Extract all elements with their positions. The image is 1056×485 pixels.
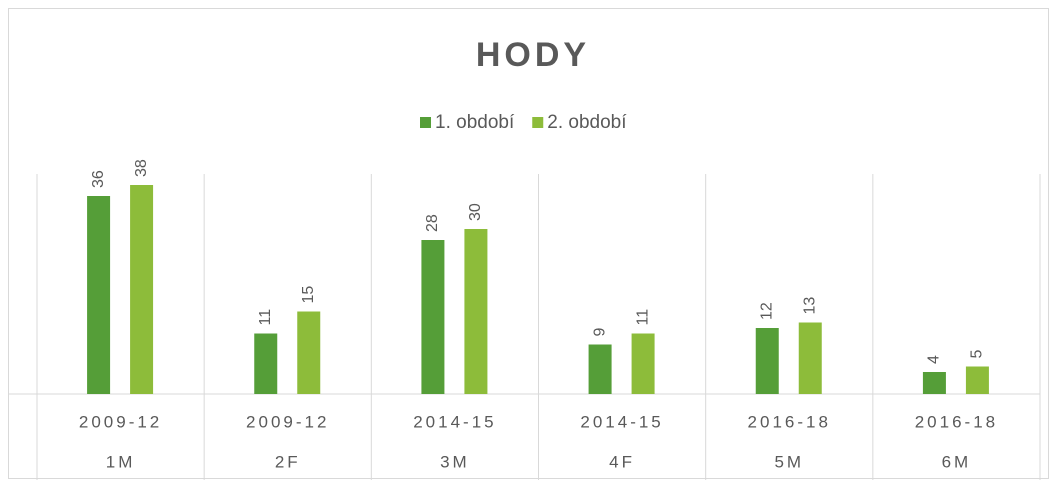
data-label: 38 [133,159,150,177]
bar [464,229,488,394]
data-label: 28 [424,214,441,232]
x-subcategory-label: 4F [609,452,635,471]
x-tick-label: 2014-15 [580,412,663,431]
x-subcategory-label: 6M [942,452,972,471]
legend-label: 2. období [547,112,627,133]
bar [588,344,612,394]
bar [922,372,946,394]
data-label: 11 [257,309,274,326]
bar [631,333,655,394]
data-label: 12 [758,302,775,320]
bar [87,196,111,394]
bar [254,333,278,394]
bar [798,322,822,394]
bar [755,328,779,394]
bar [297,311,321,394]
data-label: 9 [591,328,608,337]
x-subcategory-label: 3M [440,452,470,471]
x-tick-label: 2009-12 [246,412,329,431]
data-label: 15 [300,286,317,304]
x-tick-label: 2016-18 [748,412,831,431]
legend-swatch [420,117,431,128]
data-label: 30 [467,203,484,221]
chart-title: HODY [476,36,590,74]
data-label: 36 [90,170,107,188]
data-label: 4 [926,355,943,364]
data-label: 5 [969,350,986,359]
x-tick-label: 2016-18 [915,412,998,431]
legend-swatch [532,117,544,128]
x-subcategory-label: 5M [774,452,804,471]
x-subcategory-label: 2F [275,452,301,471]
data-label: 11 [634,309,651,326]
bar [130,185,154,394]
bar [965,366,989,394]
x-subcategory-label: 1M [106,452,136,471]
legend-label: 1. období [435,112,515,133]
x-tick-label: 2009-12 [79,412,162,431]
chart-border [8,8,1049,479]
data-label: 13 [801,297,818,315]
bar [421,240,445,394]
x-tick-label: 2014-15 [413,412,496,431]
